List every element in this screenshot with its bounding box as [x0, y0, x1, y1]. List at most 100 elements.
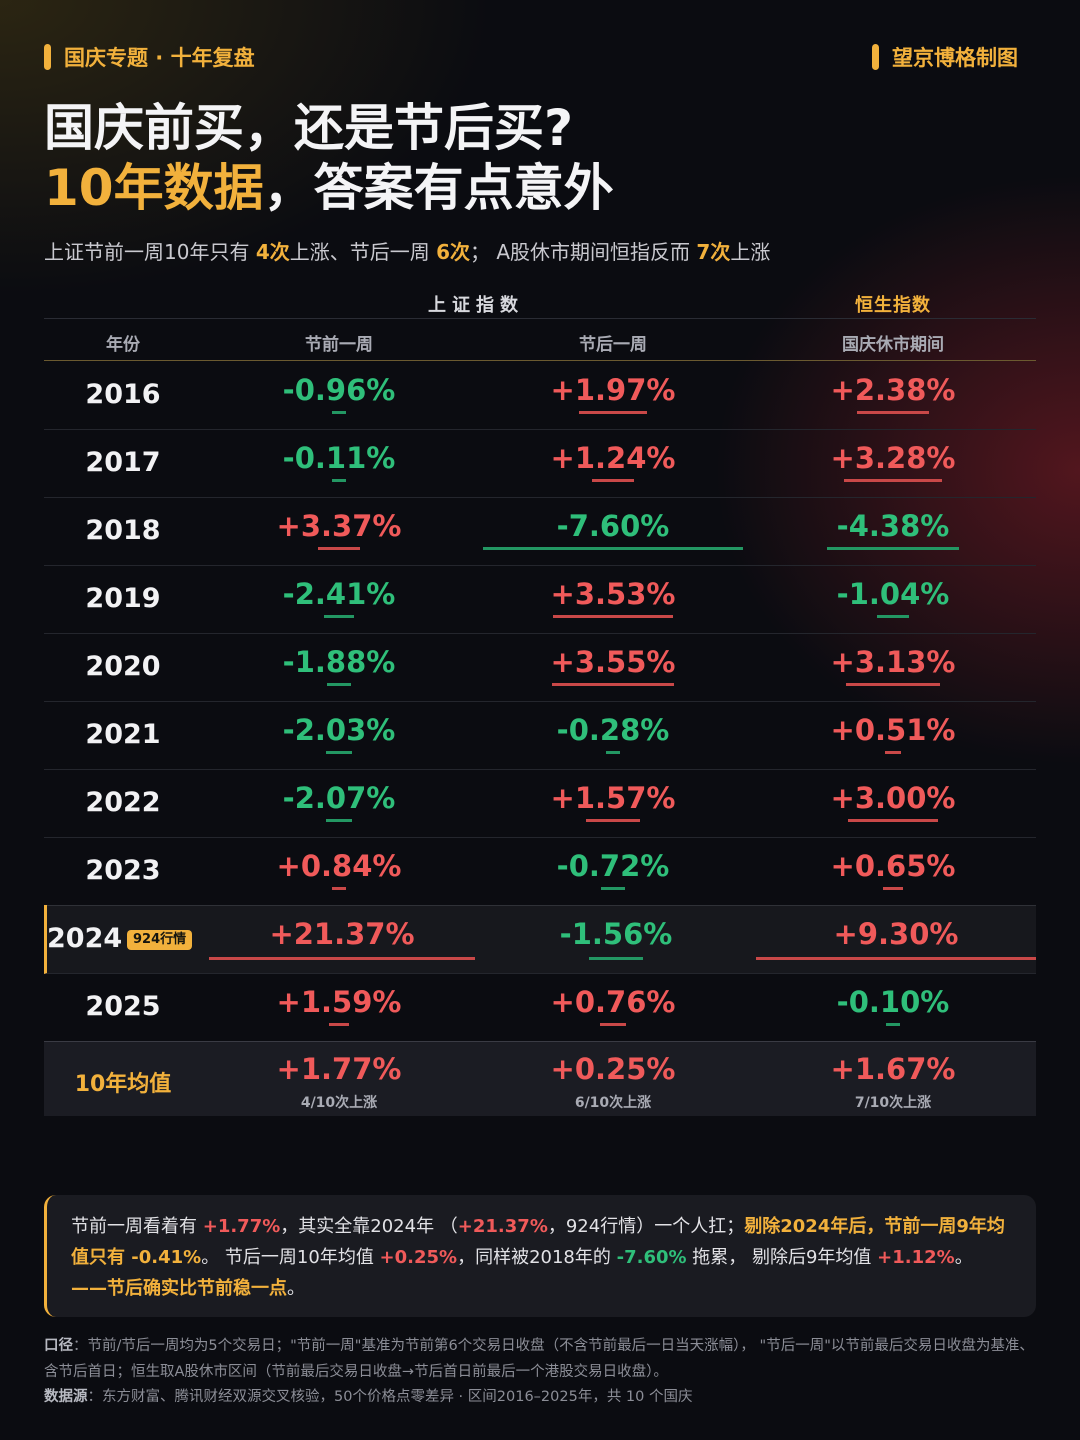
cell-value: +3.28%: [830, 441, 956, 475]
subtitle-text: 上涨: [730, 240, 771, 264]
magnitude-bar: [332, 887, 346, 890]
note-conclusion: ——节后确实比节前稳一点: [71, 1278, 287, 1299]
row-year: 2018: [85, 515, 161, 546]
cell-hsi: +3.28%: [750, 429, 1036, 497]
cell-value: +0.76%: [550, 985, 676, 1019]
cell-value: -0.11%: [282, 441, 396, 475]
cell-value: +1.97%: [550, 373, 676, 407]
footnote-text: ：节前/节后一周均为5个交易日；"节前一周"基准为节前第6个交易日收盘（不含节前…: [44, 1338, 1034, 1380]
page-title-line2: 10年数据，答案有点意外: [44, 158, 614, 218]
cell-post: -1.56%: [479, 905, 753, 973]
header-divider: [44, 318, 1036, 319]
title-rest: ，答案有点意外: [263, 159, 614, 217]
cell-post: +3.53%: [476, 565, 750, 633]
note-text: 。: [954, 1247, 973, 1268]
magnitude-bar: [332, 479, 346, 482]
cell-value: +3.37%: [276, 509, 402, 543]
magnitude-bar: [599, 1023, 626, 1026]
magnitude-bar: [843, 479, 943, 482]
row-year: 2016: [85, 379, 161, 410]
note-text: 拖累， 剔除后9年均值: [686, 1247, 878, 1268]
magnitude-bar: [886, 1023, 900, 1026]
cell-value: +3.13%: [830, 645, 956, 679]
note-text: ，924行情）一个人扛；: [547, 1216, 745, 1237]
average-label: 10年均值: [74, 1072, 172, 1097]
magnitude-bar: [326, 751, 352, 754]
cell-value: +3.00%: [830, 781, 956, 815]
average-hsi: +1.67%: [830, 1052, 956, 1086]
cell-value: -2.07%: [282, 781, 396, 815]
cell-hsi: +0.65%: [750, 837, 1036, 905]
cell-value: -0.10%: [836, 985, 950, 1019]
page-title-line1: 国庆前买，还是节后买?: [44, 99, 574, 157]
cell-value: -0.72%: [556, 849, 670, 883]
subtitle-text: 上证节前一周10年只有: [44, 240, 256, 264]
cell-post: +1.97%: [476, 361, 750, 429]
subtitle-count: 7次: [696, 240, 731, 264]
table-row: 2023 +0.84% -0.72% +0.65%: [44, 837, 1036, 906]
cell-pre: +3.37%: [202, 497, 476, 565]
cell-value: -1.88%: [282, 645, 396, 679]
cell-value: +3.55%: [550, 645, 676, 679]
note-value: +0.25%: [379, 1247, 458, 1268]
row-year: 2022: [85, 787, 161, 818]
cell-pre: -2.03%: [202, 701, 476, 769]
group-header-shanghai: 上证指数: [428, 295, 524, 316]
magnitude-bar: [600, 887, 626, 890]
cell-value: -1.56%: [559, 917, 673, 951]
brand-accent-bar: [872, 44, 879, 70]
row-year: 2025: [85, 991, 161, 1022]
row-year: 2023: [85, 855, 161, 886]
cell-value: -2.41%: [282, 577, 396, 611]
cell-value: +0.84%: [276, 849, 402, 883]
magnitude-bar: [327, 683, 351, 686]
magnitude-bar: [332, 411, 346, 414]
magnitude-bar: [208, 957, 476, 960]
magnitude-bar: [326, 819, 352, 822]
cell-pre: -0.11%: [202, 429, 476, 497]
magnitude-bar: [318, 547, 360, 550]
note-text: ，同样被2018年的: [457, 1247, 617, 1268]
average-pre: +1.77%: [276, 1052, 402, 1086]
cell-post: +3.55%: [476, 633, 750, 701]
cell-pre: +1.59%: [202, 973, 476, 1041]
cell-pre: -0.96%: [202, 361, 476, 429]
magnitude-bar: [877, 615, 909, 618]
average-hsi-count: 7/10次上涨: [854, 1095, 932, 1111]
magnitude-bar: [552, 683, 674, 686]
cell-post: -0.72%: [476, 837, 750, 905]
note-highlight: 剔除2024年后，节前一周9年均值只有 -0.41%: [71, 1216, 1005, 1268]
column-header-post: 节后一周: [579, 335, 647, 355]
title-highlight: 10年数据: [44, 159, 264, 217]
cell-pre: +0.84%: [202, 837, 476, 905]
note-value: +1.12%: [877, 1247, 955, 1268]
subtitle-text: 上涨、节后一周: [289, 240, 437, 264]
topic-tag: 国庆专题 · 十年复盘: [64, 46, 255, 70]
footnote-text: ：东方财富、腾讯财经双源交叉核验，50个价格点零差异 · 区间2016–2025…: [87, 1389, 693, 1405]
cell-value: -7.60%: [556, 509, 670, 543]
magnitude-bar: [756, 957, 1036, 960]
cell-hsi: +9.30%: [753, 905, 1039, 973]
note-value: -7.60%: [616, 1247, 687, 1268]
summary-note: 节前一周看着有 +1.77%，其实全靠2024年 （+21.37%，924行情）…: [44, 1195, 1036, 1317]
cell-value: +1.57%: [550, 781, 676, 815]
subtitle-text: ； A股休市期间恒指反而: [470, 240, 697, 264]
magnitude-bar: [329, 1023, 349, 1026]
row-year: 2024: [47, 923, 123, 954]
average-row: 10年均值 +1.77% 4/10次上涨 +0.25% 6/10次上涨 +1.6…: [44, 1041, 1036, 1116]
note-value: +21.37%: [457, 1216, 548, 1237]
magnitude-bar: [883, 887, 903, 890]
cell-value: -0.28%: [556, 713, 670, 747]
table-row: 2025 +1.59% +0.76% -0.10%: [44, 973, 1036, 1042]
magnitude-bar: [323, 615, 354, 618]
table-row: 2022 -2.07% +1.57% +3.00%: [44, 769, 1036, 838]
subtitle-count: 6次: [436, 240, 471, 264]
row-year: 2017: [85, 447, 161, 478]
cell-post: -7.60%: [476, 497, 750, 565]
cell-value: -0.96%: [282, 373, 396, 407]
column-header-divider: [44, 360, 1036, 361]
cell-value: +1.59%: [276, 985, 402, 1019]
cell-post: -0.28%: [476, 701, 750, 769]
footnote-label: 口径: [44, 1338, 73, 1354]
average-post: +0.25%: [550, 1052, 676, 1086]
